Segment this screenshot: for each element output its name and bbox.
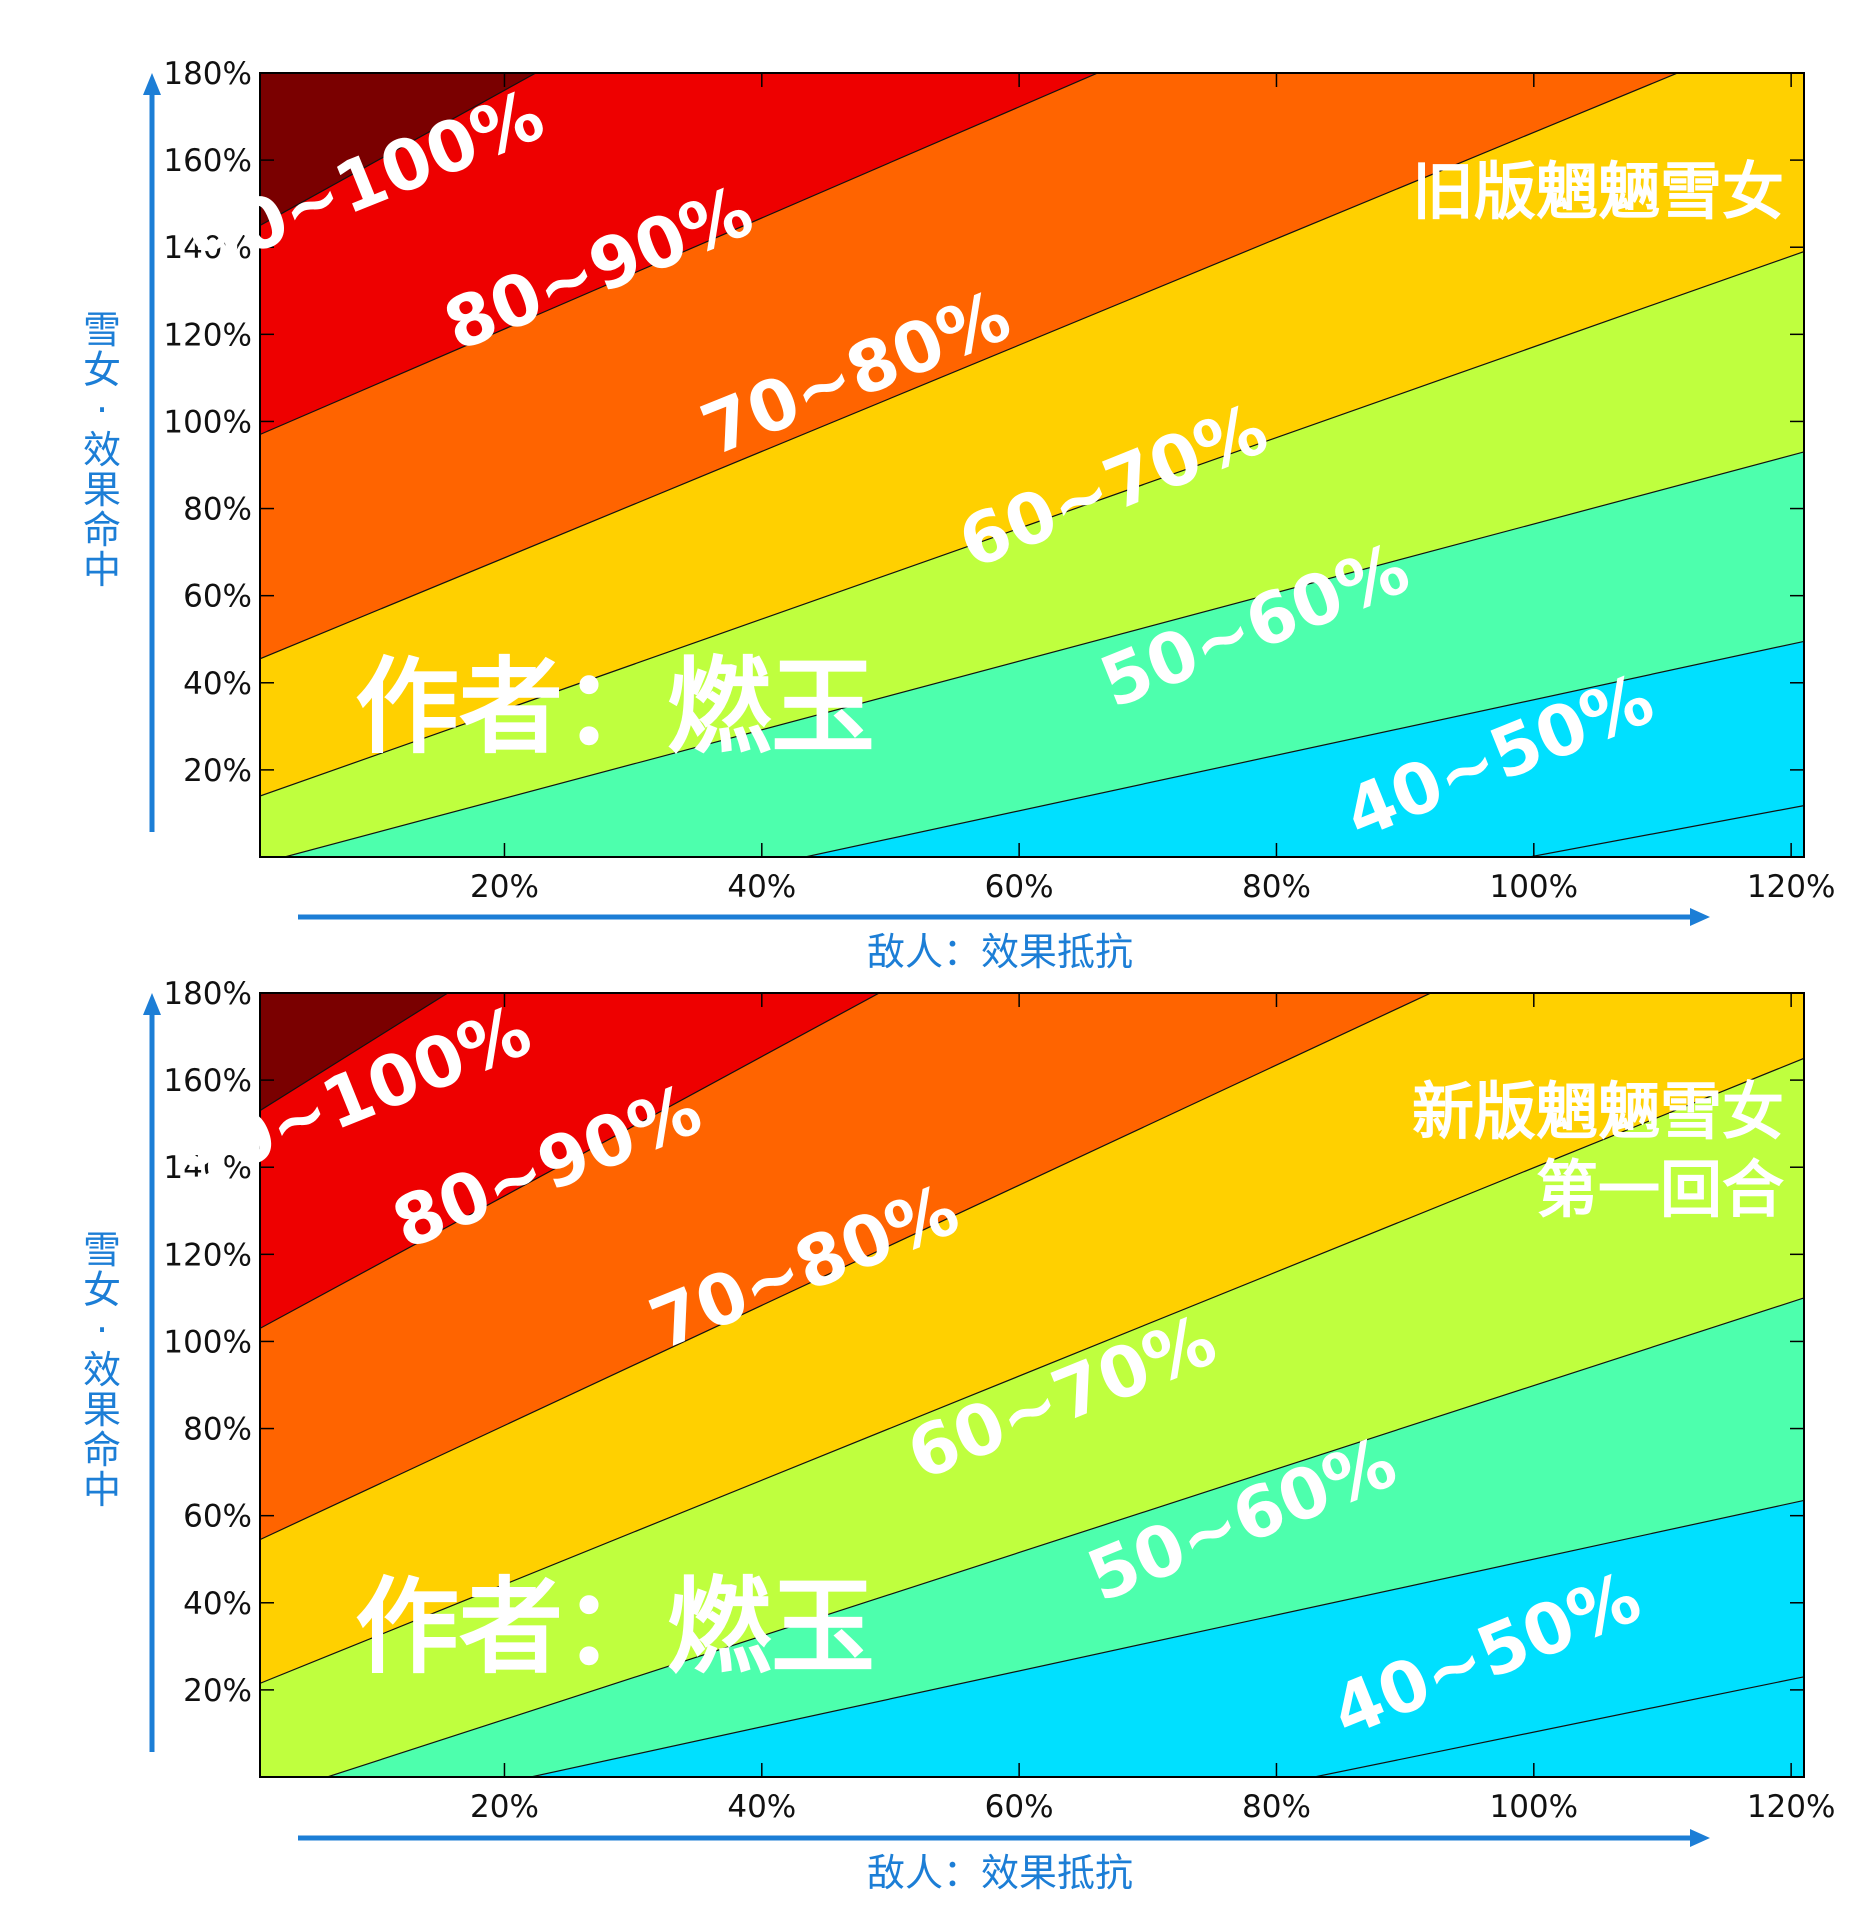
- y-tick-label: 80%: [183, 492, 252, 528]
- plot-frame: [259, 992, 1805, 1778]
- y-tick-label: 100%: [163, 1324, 252, 1360]
- plot-area: [260, 993, 1804, 1777]
- y-tick-label: 140%: [163, 1150, 252, 1186]
- x-tick-label: 40%: [727, 869, 796, 905]
- x-tick-label: 20%: [470, 869, 539, 905]
- y-tick-label: 80%: [183, 1412, 252, 1448]
- x-tick-label: 80%: [1242, 869, 1311, 905]
- x-axis-label: 敌人：效果抵抗: [867, 930, 1133, 974]
- x-tick-label: 40%: [727, 1789, 796, 1825]
- y-tick-label: 160%: [163, 1063, 252, 1099]
- contour-line-40: [802, 640, 1804, 857]
- y-tick-label: 20%: [183, 753, 252, 789]
- contour-line-80: [260, 73, 1100, 436]
- author-watermark: 作者：燃玉: [355, 646, 875, 768]
- y-tick-label: 120%: [163, 1237, 252, 1273]
- y-tick-label: 180%: [163, 56, 252, 92]
- contour-line-40: [527, 1499, 1804, 1777]
- plot-area: [260, 73, 1804, 857]
- author-watermark: 作者：燃玉: [355, 1566, 875, 1688]
- plot-frame: [259, 72, 1805, 858]
- y-axis-label: 雪女·效果命中: [83, 308, 121, 592]
- y-tick-label: 40%: [183, 666, 252, 702]
- band-area-80~90%: [260, 993, 880, 1329]
- x-tick-label: 100%: [1489, 869, 1578, 905]
- x-axis-arrow-head: [1690, 1829, 1710, 1847]
- panel-title-line: 第一回合: [1536, 1153, 1784, 1226]
- contour-line-80: [260, 993, 881, 1329]
- y-axis-label: 雪女·效果命中: [83, 1228, 121, 1512]
- x-tick-label: 100%: [1489, 1789, 1578, 1825]
- chart-panel-1: 20% 40% 60% 80% 100% 120% 20% 40% 60% 80% 100% 120%…: [83, 56, 1836, 974]
- contour-line-70: [260, 993, 1433, 1541]
- y-tick-label: 140%: [163, 230, 252, 266]
- x-tick-label: 80%: [1242, 1789, 1311, 1825]
- contour-line-60: [260, 1057, 1804, 1684]
- x-axis-arrow-head: [1690, 908, 1710, 926]
- y-tick-label: 60%: [183, 1499, 252, 1535]
- contour-line-60: [260, 251, 1804, 797]
- contour-line-50: [325, 1297, 1804, 1777]
- x-tick-label: 20%: [470, 1789, 539, 1825]
- y-tick-label: 120%: [163, 317, 252, 353]
- contour-line-70: [260, 73, 1680, 660]
- y-tick-label: 20%: [183, 1673, 252, 1709]
- y-tick-label: 180%: [163, 976, 252, 1012]
- x-tick-label: 120%: [1747, 1789, 1836, 1825]
- panel-title-line: 新版魍魉雪女: [1412, 1075, 1784, 1148]
- contour-line-30: [1525, 805, 1804, 857]
- chart-panel-2: 20% 40% 60% 80% 100% 120% 20% 40% 60% 80% 100% 120%…: [83, 976, 1836, 1895]
- x-tick-label: 60%: [985, 869, 1054, 905]
- y-tick-label: 40%: [183, 1586, 252, 1622]
- y-tick-label: 60%: [183, 579, 252, 615]
- y-axis-arrow-head: [143, 73, 161, 95]
- x-axis-label: 敌人：效果抵抗: [867, 1851, 1133, 1895]
- y-tick-label: 100%: [163, 404, 252, 440]
- contour-line-30: [1311, 1676, 1804, 1777]
- contour-line-50: [282, 451, 1804, 857]
- panel-title-line: 旧版魍魉雪女: [1412, 155, 1784, 228]
- x-tick-label: 60%: [985, 1789, 1054, 1825]
- y-tick-label: 160%: [163, 143, 252, 179]
- contour-line-90: [260, 73, 537, 226]
- y-axis-arrow-head: [143, 993, 161, 1015]
- x-tick-label: 120%: [1747, 869, 1836, 905]
